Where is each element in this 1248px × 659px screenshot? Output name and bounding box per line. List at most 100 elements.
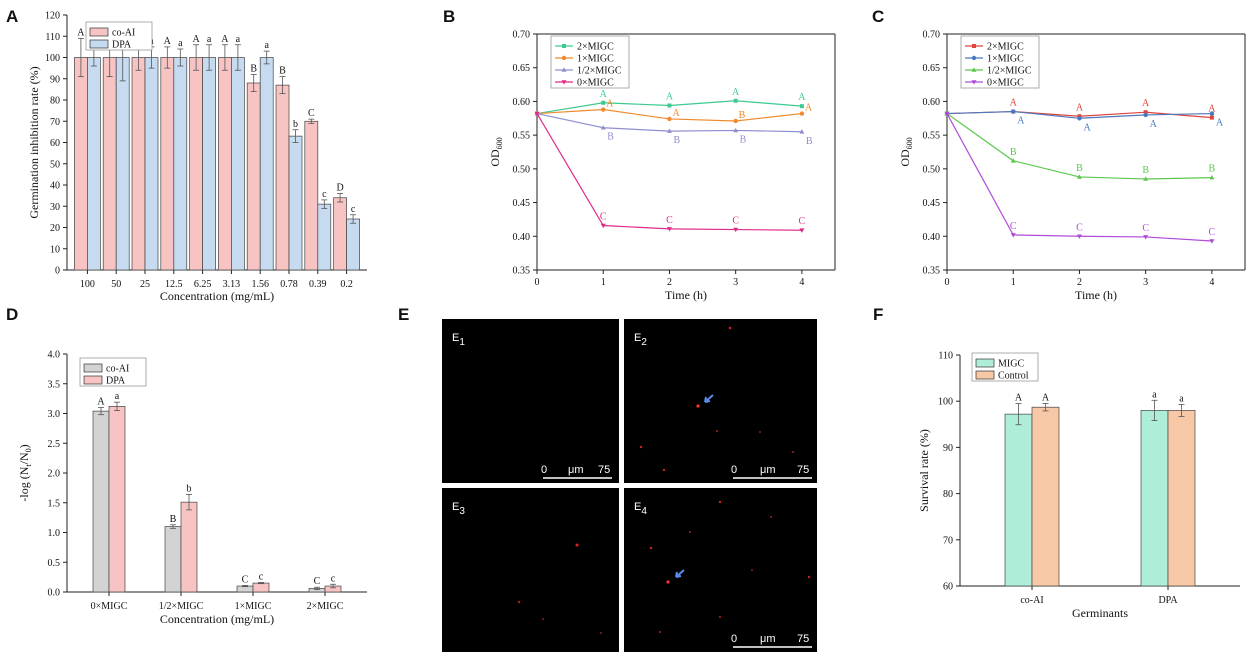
- arrow-icon: [675, 569, 685, 578]
- y-tick-label: 0.50: [513, 164, 531, 175]
- data-point: [1143, 176, 1149, 181]
- bar: [304, 120, 319, 271]
- chart-d-log-reduction: 0.0 0.5 1.0 1.5 2.0 2.5 3.0 3.5 4.0 0×MIGC A a 1/2×M…: [17, 350, 367, 626]
- x-tick-label: 100: [80, 279, 95, 290]
- scale-unit: μm: [760, 464, 776, 476]
- scale-start: 0: [541, 464, 547, 476]
- y-tick-label: 110: [938, 351, 953, 362]
- y-tick-label: 40: [50, 181, 60, 192]
- significance-label: A: [192, 34, 200, 45]
- chart-f-survival-rate: 60 70 80 90 100 110 co-AI A A DPA a a Germinants Surv…: [917, 351, 1240, 620]
- data-point: [799, 228, 805, 233]
- bar: [144, 57, 159, 271]
- x-tick-label: 2: [1077, 277, 1082, 288]
- y-axis-label: OD600: [488, 137, 504, 166]
- data-point: [667, 116, 672, 122]
- panel-label-e: E: [398, 305, 409, 324]
- significance-label: b: [187, 483, 192, 494]
- micrograph-e3-image: [442, 488, 619, 652]
- data-point: [561, 55, 567, 61]
- bar: [346, 218, 360, 271]
- data-point: [1077, 116, 1082, 121]
- bar: [288, 135, 303, 271]
- y-tick-label: 110: [45, 32, 60, 43]
- data-point: [1209, 111, 1215, 116]
- y-tick-label: 0.65: [513, 63, 531, 74]
- y-tick-label: 0.55: [513, 131, 531, 142]
- significance-label: A: [77, 27, 85, 38]
- bar: [164, 526, 182, 593]
- bar: [333, 197, 347, 271]
- bar: [102, 57, 117, 271]
- data-point: [733, 118, 738, 124]
- y-tick-label: 3.0: [48, 409, 61, 420]
- data-point: [972, 44, 976, 48]
- y-tick-label: 0.40: [513, 232, 531, 243]
- y-tick-label: 90: [50, 74, 60, 85]
- y-tick-label: 2.0: [48, 469, 61, 480]
- significance-label: B: [1209, 164, 1216, 175]
- y-tick-label: 10: [50, 244, 60, 255]
- data-point: [600, 125, 606, 130]
- y-tick-label: 1.5: [48, 498, 61, 509]
- data-point: [1010, 158, 1016, 163]
- data-point: [1209, 175, 1215, 180]
- significance-label: a: [178, 38, 183, 49]
- data-point: [799, 129, 805, 134]
- y-tick-label: 0.40: [923, 232, 941, 243]
- spore-dot: [728, 326, 732, 330]
- x-tick-label: 1×MIGC: [235, 601, 272, 612]
- y-tick-label: 120: [45, 11, 60, 22]
- bar: [259, 57, 274, 271]
- x-tick-label: 3: [1143, 277, 1148, 288]
- x-tick-label: 0: [535, 277, 540, 288]
- bar: [115, 57, 130, 271]
- significance-label: C: [1209, 227, 1216, 238]
- significance-label: B: [607, 132, 614, 143]
- arrow-icon: [704, 394, 714, 403]
- data-point: [799, 111, 805, 116]
- panel-label-a: A: [6, 7, 18, 26]
- significance-label: c: [259, 571, 264, 582]
- data-point: [534, 111, 540, 117]
- scale-start: 0: [731, 633, 737, 645]
- x-tick-label: 1: [1011, 277, 1016, 288]
- significance-label: a: [115, 391, 120, 402]
- micrograph-e3-label: E3: [452, 501, 465, 517]
- significance-label: a: [1152, 389, 1157, 400]
- significance-label: a: [1179, 393, 1184, 404]
- y-tick-label: 0.35: [513, 266, 531, 277]
- significance-label: B: [1010, 147, 1017, 158]
- micrograph-e4-scale-bar: 0 μm 75: [731, 633, 812, 648]
- data-point: [799, 104, 804, 109]
- spore-dot: [770, 516, 772, 518]
- significance-label: A: [1017, 116, 1025, 127]
- bar: [108, 406, 126, 593]
- bar: [173, 57, 188, 271]
- significance-label: c: [322, 189, 327, 200]
- significance-label: A: [1010, 98, 1018, 109]
- significance-label: A: [97, 397, 105, 408]
- bar: [74, 57, 88, 271]
- legend-label: 2×MIGC: [577, 42, 614, 53]
- y-tick-label: 30: [50, 202, 60, 213]
- bar: [1004, 413, 1033, 587]
- significance-label: A: [672, 108, 680, 119]
- bar: [189, 57, 203, 271]
- data-point: [667, 103, 672, 108]
- x-tick-label: 0.39: [309, 279, 327, 290]
- y-tick-label: 0: [55, 266, 60, 277]
- y-tick-label: 0.70: [513, 30, 531, 41]
- micrograph-e2-label: E2: [634, 332, 647, 348]
- significance-label: C: [1010, 221, 1017, 232]
- y-tick-label: 60: [943, 582, 953, 593]
- spore-dot: [575, 543, 579, 547]
- legend-label: co-AI: [112, 28, 135, 39]
- y-tick-label: 0.70: [923, 30, 941, 41]
- bar: [218, 57, 232, 271]
- significance-label: A: [1015, 393, 1023, 404]
- y-tick-label: 2.5: [48, 439, 61, 450]
- y-tick-label: 100: [938, 397, 953, 408]
- y-tick-label: 0.60: [513, 97, 531, 108]
